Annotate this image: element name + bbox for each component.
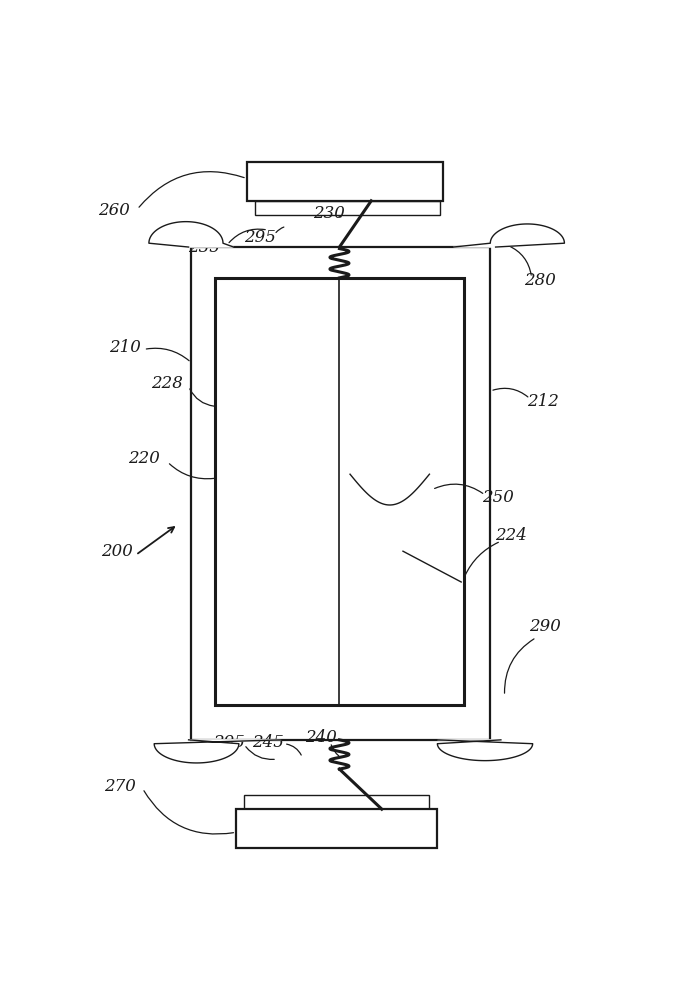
Polygon shape — [437, 740, 533, 761]
Bar — [247, 162, 443, 201]
Text: 240: 240 — [305, 729, 337, 746]
Text: 260: 260 — [98, 202, 130, 219]
Bar — [215, 278, 464, 705]
Text: 210: 210 — [109, 339, 141, 356]
Text: 250: 250 — [482, 489, 514, 506]
Polygon shape — [454, 224, 564, 247]
Text: 270: 270 — [104, 778, 136, 795]
Polygon shape — [149, 222, 234, 247]
Text: 295: 295 — [213, 734, 245, 751]
Bar — [245, 795, 430, 809]
Text: 245: 245 — [252, 734, 284, 751]
Text: 228: 228 — [152, 375, 183, 392]
Text: 280: 280 — [524, 272, 555, 289]
Text: 290: 290 — [529, 618, 561, 635]
Text: 235: 235 — [189, 239, 221, 256]
Bar — [236, 809, 437, 848]
Text: 230: 230 — [313, 205, 345, 222]
Polygon shape — [154, 740, 281, 763]
Bar — [191, 247, 490, 740]
Text: 220: 220 — [128, 450, 160, 467]
Text: 295: 295 — [244, 229, 276, 246]
Text: 200: 200 — [101, 543, 133, 560]
Text: 212: 212 — [527, 393, 559, 410]
Text: 224: 224 — [496, 527, 527, 544]
Bar — [255, 201, 440, 215]
